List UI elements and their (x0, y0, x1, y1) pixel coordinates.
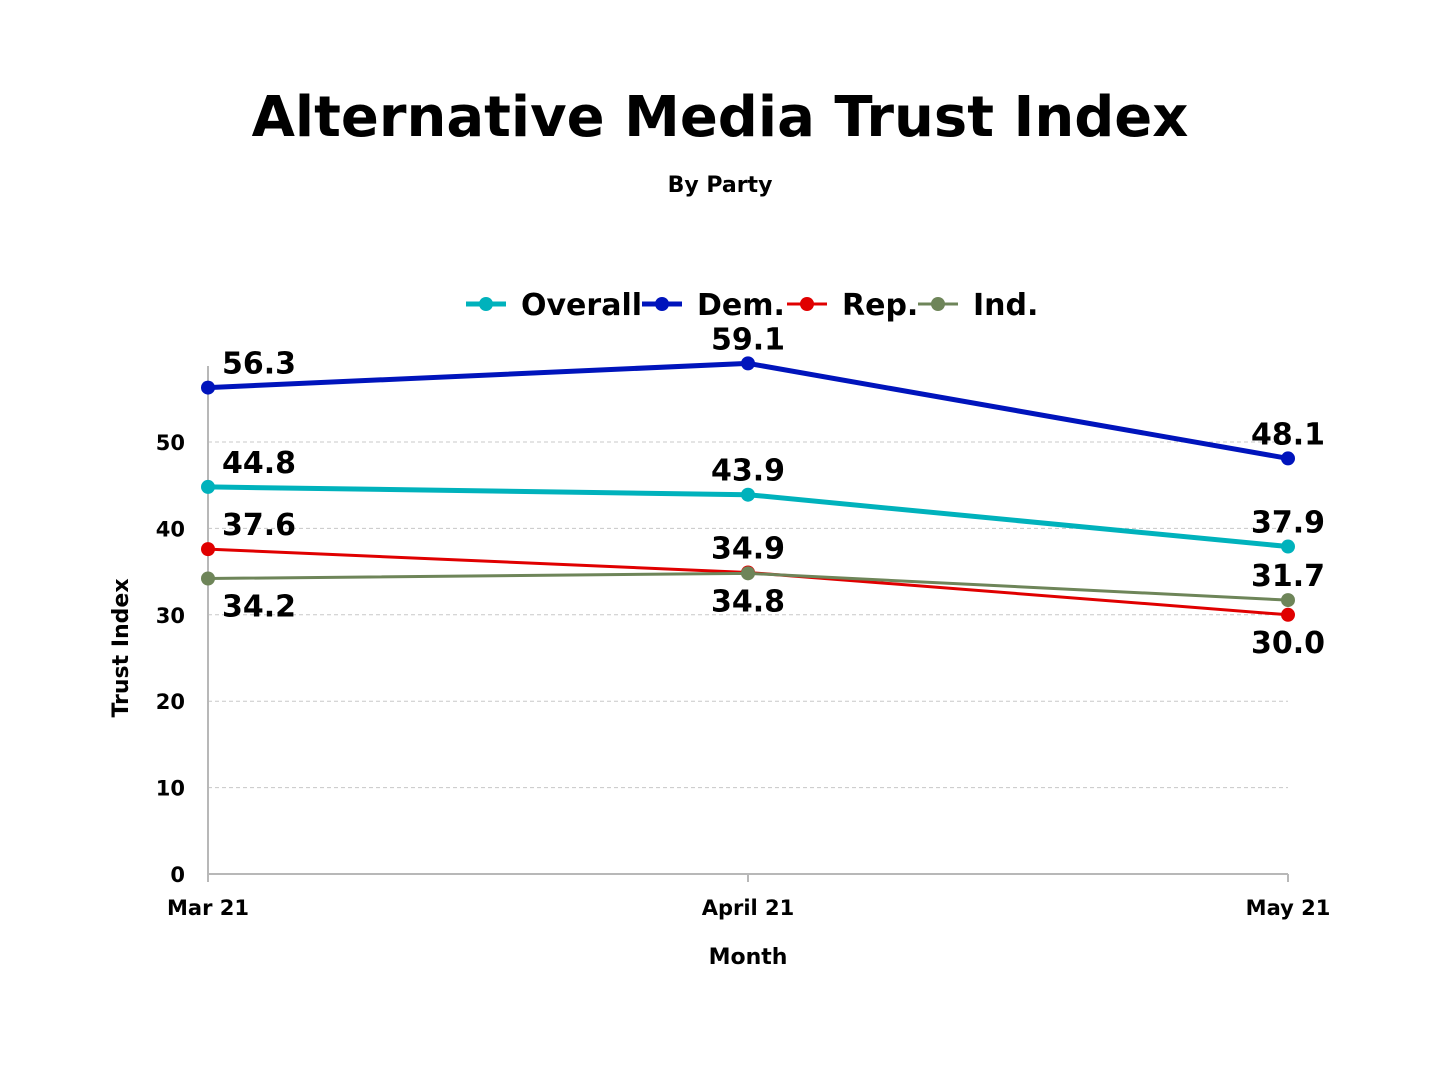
data-label: 34.2 (222, 590, 296, 625)
data-point (741, 566, 755, 581)
legend-label: Dem. (697, 288, 785, 323)
data-label: 34.9 (711, 531, 785, 566)
data-label: 37.9 (1251, 506, 1325, 541)
x-axis-label: Month (709, 945, 788, 970)
legend-label: Overall (521, 288, 642, 323)
data-label: 31.7 (1251, 559, 1325, 594)
y-tick-label: 20 (156, 690, 185, 714)
data-label: 56.3 (222, 347, 296, 382)
legend-marker (479, 297, 493, 311)
data-point (201, 479, 215, 494)
data-label: 48.1 (1251, 417, 1325, 452)
y-tick-label: 50 (156, 431, 185, 455)
legend-marker (800, 297, 814, 311)
data-point (201, 380, 215, 395)
chart-title: Alternative Media Trust Index (252, 85, 1189, 150)
y-tick-label: 30 (156, 604, 185, 628)
data-point (741, 487, 755, 502)
data-label: 30.0 (1251, 626, 1325, 661)
data-label: 37.6 (222, 508, 296, 543)
series-line-dem (207, 360, 1289, 461)
y-tick-label: 0 (170, 863, 185, 887)
legend-marker (931, 297, 945, 311)
chart-subtitle: By Party (668, 173, 773, 198)
data-point (1281, 593, 1295, 608)
legend-marker (655, 297, 669, 311)
data-point (1281, 607, 1295, 622)
data-label: 59.1 (711, 322, 785, 357)
data-point (201, 571, 215, 586)
y-tick-label: 10 (156, 777, 185, 801)
data-label: 43.9 (711, 454, 785, 489)
data-point (1281, 451, 1295, 466)
y-axis-label: Trust Index (109, 578, 134, 717)
legend-label: Ind. (973, 288, 1038, 323)
y-tick-label: 40 (156, 517, 185, 541)
data-point (741, 356, 755, 371)
data-label: 44.8 (222, 446, 296, 481)
x-tick-label: April 21 (702, 896, 795, 920)
x-tick-label: Mar 21 (167, 896, 249, 920)
data-point (1281, 539, 1295, 554)
data-point (201, 542, 215, 557)
x-tick-label: May 21 (1246, 896, 1331, 920)
data-label: 34.8 (711, 584, 785, 619)
legend-label: Rep. (842, 288, 918, 323)
